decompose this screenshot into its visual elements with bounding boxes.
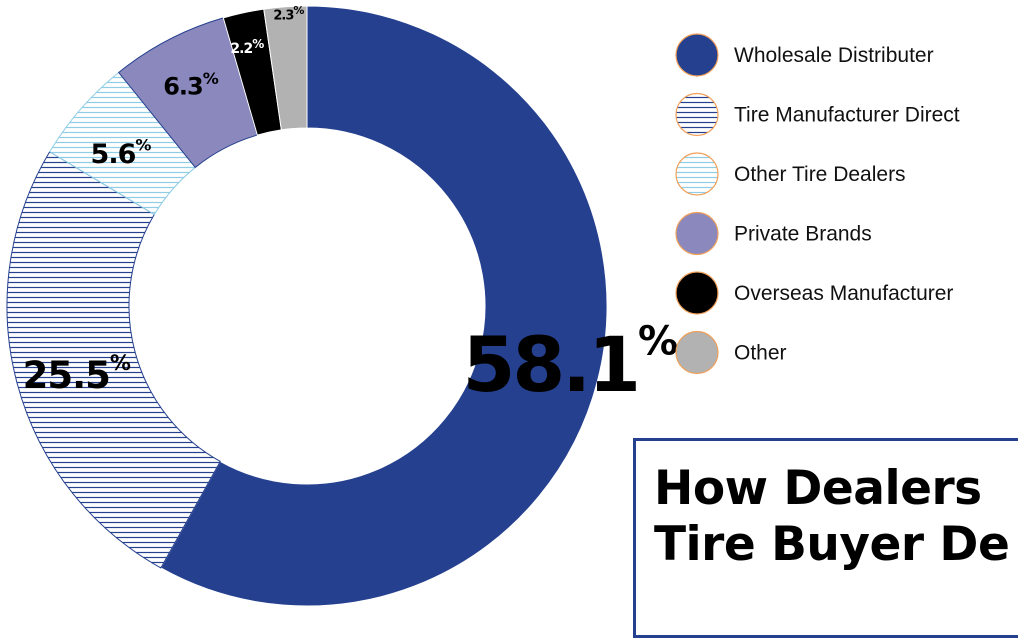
- donut-chart: 58.1% 25.5% 5.6% 6.3% 2.2% 2.3% Wholesale Dis…: [6, 4, 960, 606]
- legend-label-overseas-manufacturer: Overseas Manufacturer: [734, 282, 953, 305]
- value-label-overseas-manufacturer: 2.2%: [230, 37, 264, 57]
- legend-label-other-tire-dealers: Other Tire Dealers: [734, 163, 906, 186]
- title-box: How Dealers Tire Buyer De: [633, 438, 1018, 638]
- slice-tire-manufacturer-direct: [6, 150, 221, 569]
- legend-label-other: Other: [734, 342, 787, 365]
- legend-swatch-other: [675, 330, 719, 375]
- value-label-tire-manufacturer-direct: 25.5%: [23, 351, 131, 396]
- slices-group: [6, 5, 608, 606]
- chart-title-line-1: How Dealers: [654, 461, 982, 516]
- legend-label-tire-manufacturer-direct: Tire Manufacturer Direct: [734, 104, 960, 127]
- value-labels-group: 58.1% 25.5% 5.6% 6.3% 2.2% 2.3%: [23, 4, 680, 410]
- legend-swatch-wholesale-distributer: [675, 33, 719, 77]
- slice-other: [263, 5, 308, 131]
- value-label-other: 2.3%: [273, 4, 304, 23]
- legend-swatch-overseas-manufacturer: [675, 271, 719, 315]
- value-label-other-tire-dealers: 5.6%: [91, 135, 152, 169]
- legend-swatch-private-brands: [675, 211, 719, 256]
- legend-label-wholesale-distributer: Wholesale Distributer: [734, 44, 934, 67]
- value-label-private-brands: 6.3%: [163, 69, 219, 101]
- legend-swatch-other-tire-dealers: [675, 152, 719, 196]
- chart-title-line-2: Tire Buyer De: [654, 517, 1010, 572]
- legend-swatch-tire-manufacturer-direct: [675, 92, 719, 137]
- legend-label-private-brands: Private Brands: [734, 223, 872, 246]
- legend: Wholesale Distributer Tire Manufacturer D…: [675, 33, 960, 375]
- value-label-wholesale-distributer: 58.1%: [462, 319, 677, 410]
- slice-wholesale-distributer: [160, 5, 608, 606]
